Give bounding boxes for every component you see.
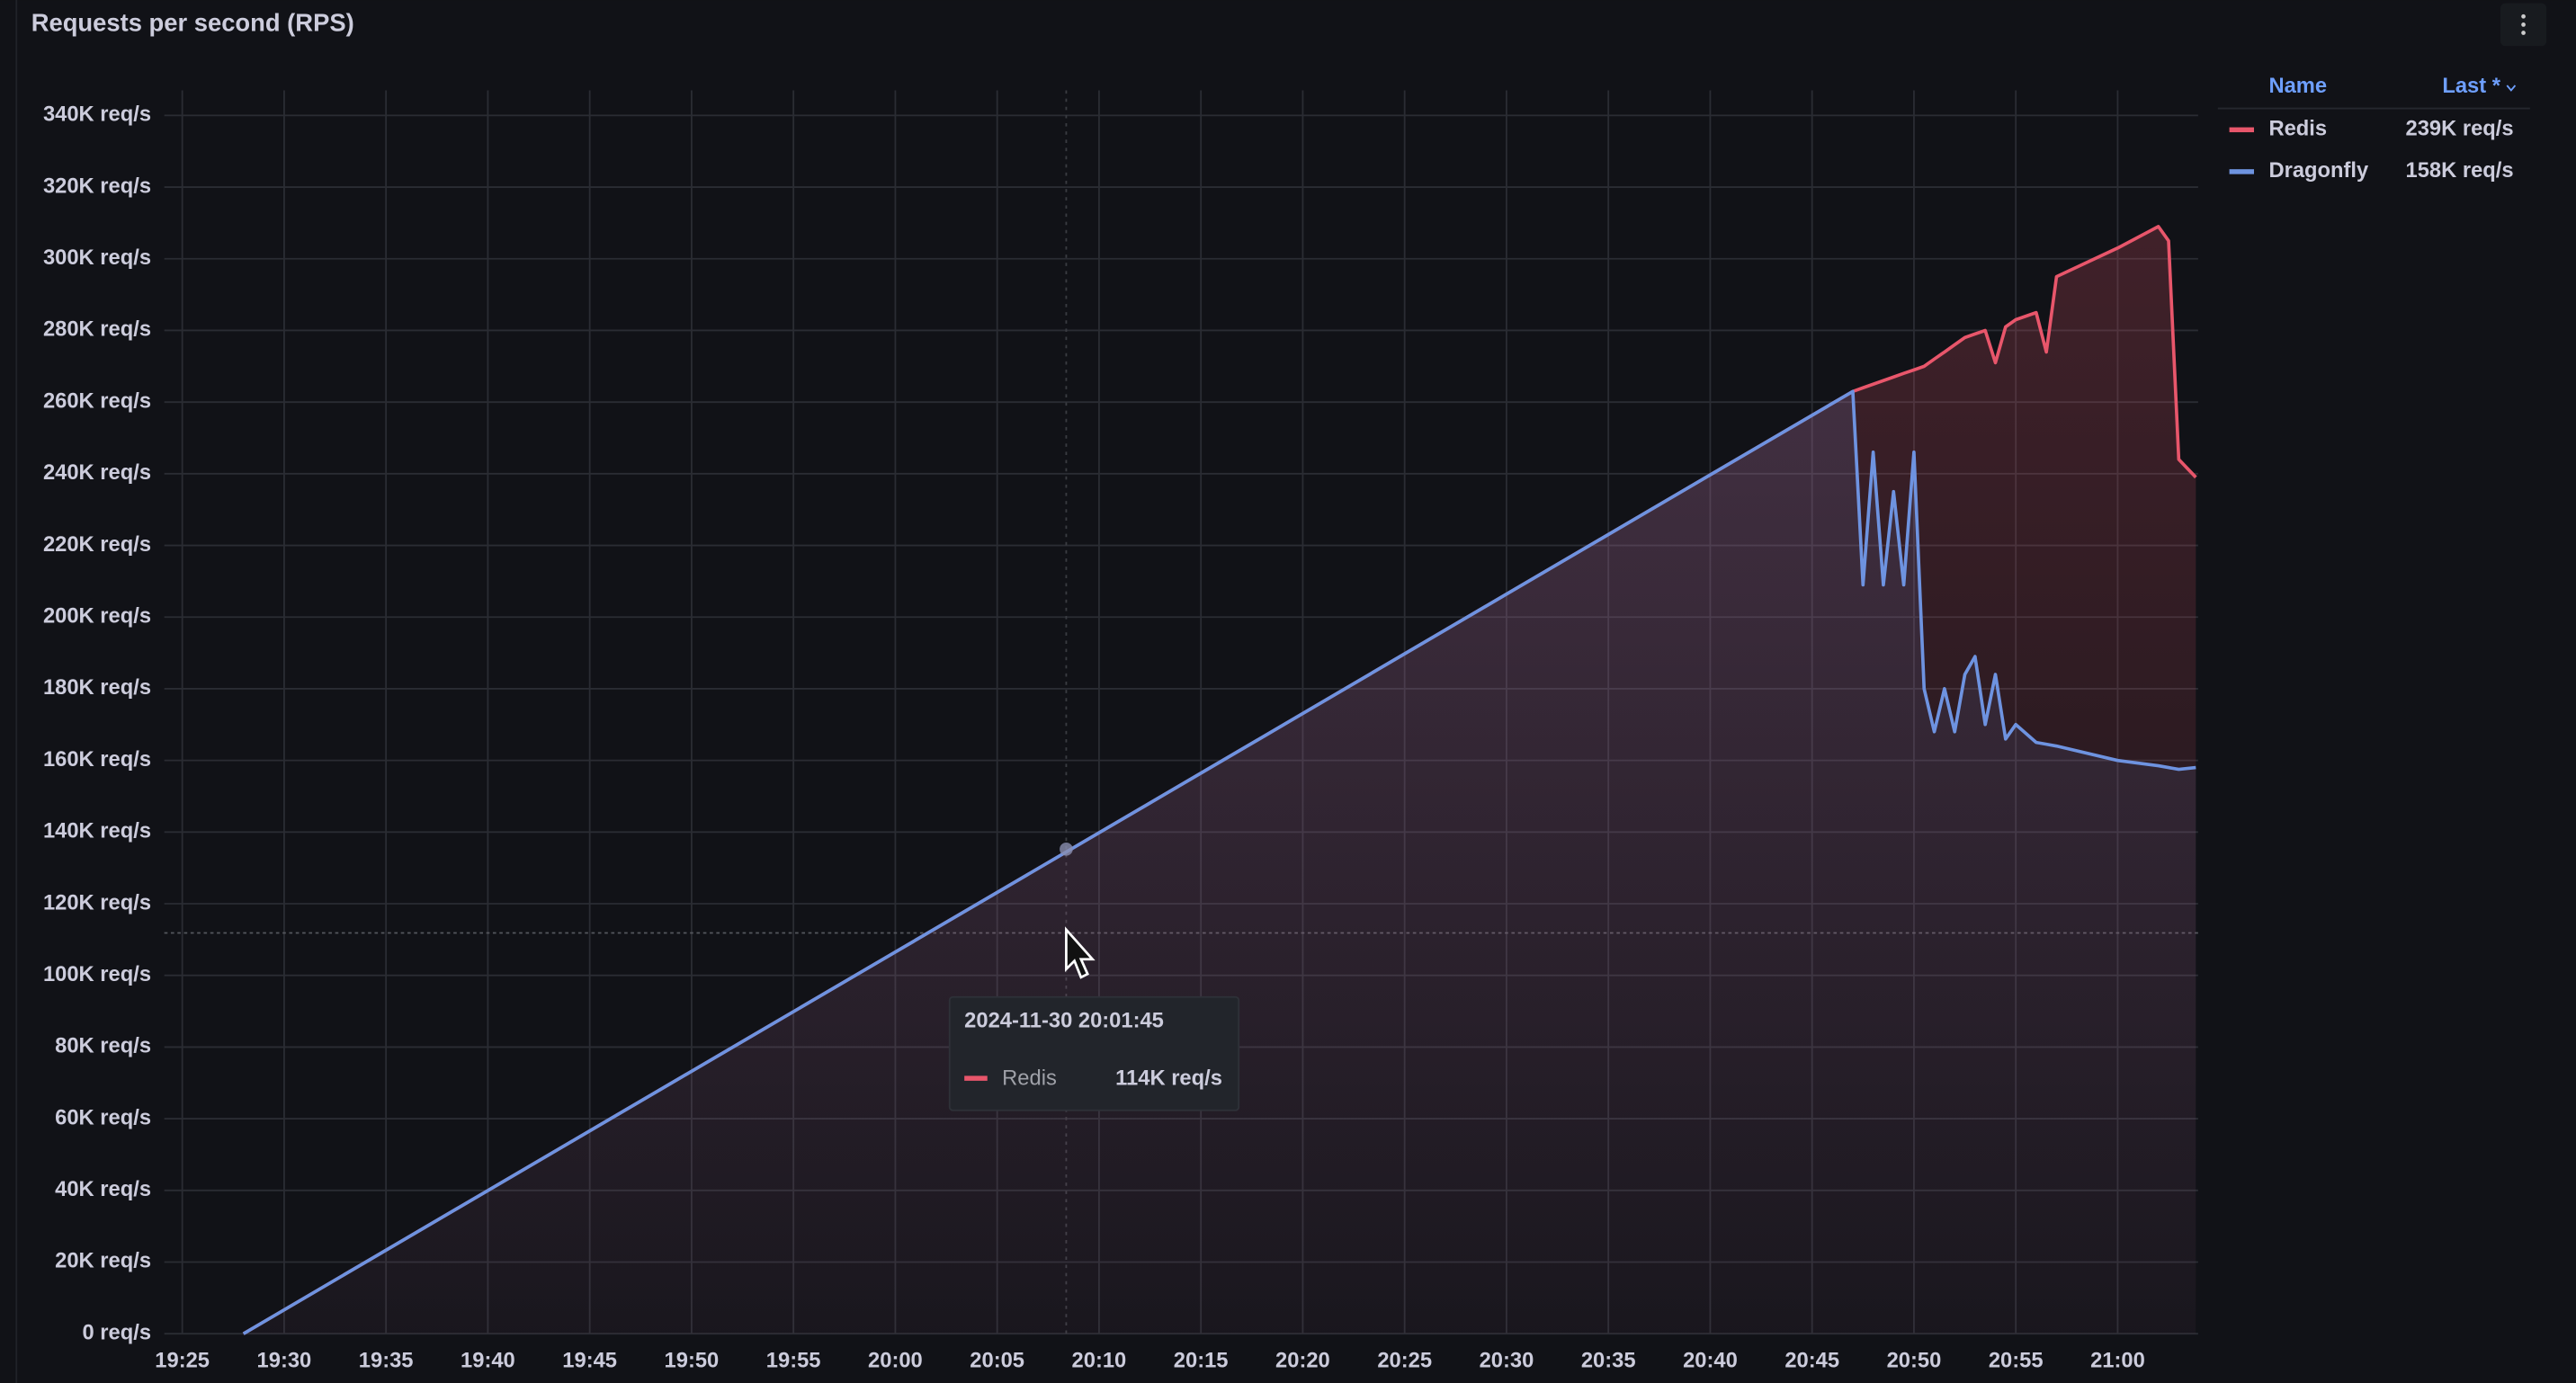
legend-name[interactable]: Redis bbox=[2268, 118, 2327, 141]
legend-swatch bbox=[2229, 127, 2254, 133]
x-tick-label: 20:30 bbox=[1480, 1349, 1534, 1372]
x-tick-label: 20:10 bbox=[1072, 1349, 1127, 1372]
tooltip-swatch bbox=[964, 1075, 988, 1081]
legend-last: 239K req/s bbox=[2406, 118, 2514, 141]
y-tick-label: 120K req/s bbox=[43, 891, 151, 915]
x-tick-label: 20:25 bbox=[1377, 1349, 1432, 1372]
hover-point bbox=[1060, 843, 1073, 856]
y-tick-label: 300K req/s bbox=[43, 246, 151, 270]
x-tick-label: 20:40 bbox=[1683, 1349, 1738, 1372]
y-tick-label: 280K req/s bbox=[43, 318, 151, 342]
sort-icon bbox=[2506, 85, 2517, 92]
x-tick-label: 19:55 bbox=[766, 1349, 821, 1372]
y-tick-label: 240K req/s bbox=[43, 461, 151, 485]
y-tick-label: 220K req/s bbox=[43, 533, 151, 557]
y-tick-label: 260K req/s bbox=[43, 389, 151, 413]
tooltip-time: 2024-11-30 20:01:45 bbox=[964, 1009, 1164, 1032]
tooltip: 2024-11-30 20:01:45 Redis 114K req/s bbox=[948, 995, 1240, 1111]
panel-title: Requests per second (RPS) bbox=[31, 9, 354, 37]
y-tick-label: 40K req/s bbox=[55, 1178, 151, 1201]
legend-header[interactable]: Last * bbox=[2442, 75, 2500, 98]
series-line bbox=[242, 389, 2196, 1335]
y-tick-label: 100K req/s bbox=[43, 963, 151, 986]
tooltip-series: Redis bbox=[1002, 1066, 1057, 1090]
x-tick-label: 20:45 bbox=[1784, 1349, 1839, 1372]
y-tick-label: 80K req/s bbox=[55, 1035, 151, 1058]
x-tick-label: 19:25 bbox=[155, 1349, 210, 1372]
x-tick-label: 20:50 bbox=[1887, 1349, 1942, 1372]
y-tick-label: 0 req/s bbox=[83, 1321, 152, 1344]
y-tick-label: 160K req/s bbox=[43, 748, 151, 772]
x-tick-label: 20:20 bbox=[1275, 1349, 1330, 1372]
x-tick-label: 19:45 bbox=[562, 1349, 617, 1372]
series-area bbox=[243, 391, 2196, 1334]
menu-icon[interactable] bbox=[2500, 3, 2547, 47]
y-tick-label: 20K req/s bbox=[55, 1250, 151, 1273]
tooltip-value: 114K req/s bbox=[1115, 1066, 1222, 1090]
x-tick-label: 19:30 bbox=[257, 1349, 312, 1372]
mouse-cursor bbox=[1065, 926, 1096, 979]
x-tick-label: 20:35 bbox=[1581, 1349, 1636, 1372]
x-tick-label: 19:35 bbox=[359, 1349, 414, 1372]
x-tick-label: 20:15 bbox=[1174, 1349, 1229, 1372]
y-tick-label: 60K req/s bbox=[55, 1106, 151, 1129]
legend-last: 158K req/s bbox=[2406, 159, 2514, 183]
x-tick-label: 21:00 bbox=[2090, 1349, 2145, 1372]
legend-name[interactable]: Dragonfly bbox=[2268, 159, 2369, 183]
x-tick-label: 19:50 bbox=[665, 1349, 720, 1372]
x-tick-label: 20:05 bbox=[970, 1349, 1024, 1372]
legend-swatch bbox=[2229, 169, 2254, 174]
y-tick-label: 200K req/s bbox=[43, 605, 151, 629]
x-tick-label: 20:55 bbox=[1989, 1349, 2044, 1372]
y-tick-label: 140K req/s bbox=[43, 820, 151, 843]
x-tick-label: 20:00 bbox=[868, 1349, 923, 1372]
y-tick-label: 340K req/s bbox=[43, 103, 151, 127]
y-tick-label: 320K req/s bbox=[43, 174, 151, 198]
y-tick-label: 180K req/s bbox=[43, 676, 151, 700]
legend-header[interactable]: Name bbox=[2268, 75, 2327, 98]
x-tick-label: 19:40 bbox=[461, 1349, 515, 1372]
